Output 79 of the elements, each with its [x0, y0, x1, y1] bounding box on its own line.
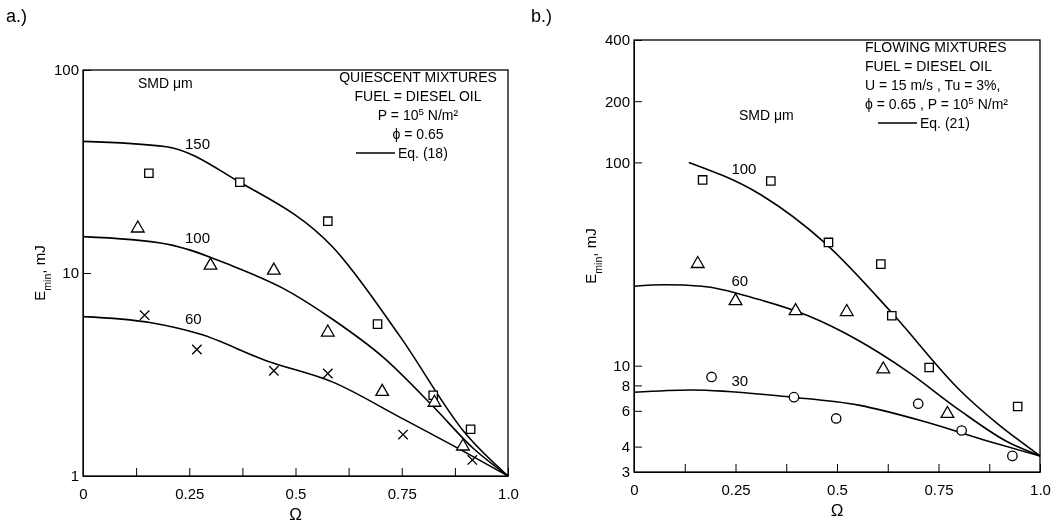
x-tick-label: 0 [79, 484, 88, 502]
annotation: FLOWING MIXTURES [865, 39, 1007, 55]
y-tick-label: 8 [621, 376, 630, 394]
annotation: ϕ = 0.65 , P = 10$^{5}$ N/m² [865, 94, 1009, 112]
series-label: 30 [731, 371, 749, 389]
point [130, 220, 145, 233]
y-tick-label: 4 [621, 437, 630, 455]
point [788, 302, 803, 316]
point [266, 262, 281, 275]
point [876, 259, 886, 269]
x-axis-title: Ω [830, 501, 844, 520]
y-tick-label: 400 [604, 31, 630, 49]
y-tick-label: 100 [53, 61, 79, 79]
y-tick-label: 200 [604, 92, 630, 110]
legend-title: SMD μm [138, 75, 193, 91]
point [886, 310, 897, 321]
series-label: 100 [731, 160, 757, 178]
series-label: 150 [185, 134, 211, 152]
point [397, 429, 409, 440]
annotation: FUEL = DIESEL OIL [354, 88, 482, 104]
series-label: 100 [185, 229, 211, 247]
point [320, 324, 335, 337]
x-tick-label: 1.0 [1030, 480, 1051, 498]
point [234, 177, 245, 188]
point [924, 362, 934, 373]
point [322, 368, 334, 379]
x-tick-label: 0.5 [285, 484, 307, 502]
point [268, 365, 280, 377]
y-tick-label: 10 [62, 264, 79, 282]
series-label: 60 [731, 272, 749, 290]
point [1007, 450, 1018, 462]
point [830, 413, 842, 424]
chart-title: b.) [531, 6, 553, 26]
chart-title: a.) [6, 6, 28, 26]
y-tick-label: 3 [621, 463, 630, 481]
point [139, 309, 150, 321]
point [765, 176, 776, 186]
x-tick-label: 0.75 [924, 480, 954, 498]
point [876, 361, 891, 374]
point [956, 425, 968, 436]
y-tick-label: 1 [70, 467, 79, 485]
point [375, 383, 390, 397]
point [372, 319, 383, 329]
point [427, 394, 442, 407]
x-tick-label: 0.25 [175, 484, 205, 502]
point [466, 454, 478, 466]
point [203, 257, 218, 270]
x-tick-label: 1.0 [498, 484, 519, 502]
point [322, 216, 333, 227]
annotation: P = 10$^{5}$ N/m² [377, 105, 459, 123]
annotation: ϕ = 0.65 [392, 126, 444, 142]
point [455, 438, 470, 451]
x-axis-title: Ω [289, 505, 302, 524]
point [465, 424, 476, 435]
point [706, 371, 717, 383]
point [839, 303, 854, 317]
x-tick-label: 0.75 [387, 484, 417, 502]
annotation: Eq. (21) [920, 115, 970, 131]
y-tick-label: 100 [604, 153, 630, 171]
y-tick-label: 6 [621, 402, 630, 420]
annotation: U = 15 m/s , Tu = 3%, [865, 77, 1001, 93]
x-tick-label: 0 [630, 480, 639, 498]
annotation: Eq. (18) [398, 145, 448, 161]
legend-title: SMD μm [739, 107, 794, 123]
point [912, 398, 924, 410]
point [728, 293, 743, 306]
point [788, 391, 800, 403]
y-tick-label: 10 [613, 357, 630, 374]
annotation: FUEL = DIESEL OIL [865, 58, 993, 74]
point [191, 344, 203, 355]
x-tick-label: 0.25 [721, 480, 751, 498]
point [1012, 401, 1023, 412]
point [940, 405, 955, 419]
point [697, 175, 708, 185]
annotation: QUIESCENT MIXTURES [339, 69, 497, 85]
point [690, 255, 705, 269]
point [144, 168, 154, 179]
x-tick-label: 0.5 [827, 480, 848, 498]
series-label: 60 [185, 309, 202, 327]
